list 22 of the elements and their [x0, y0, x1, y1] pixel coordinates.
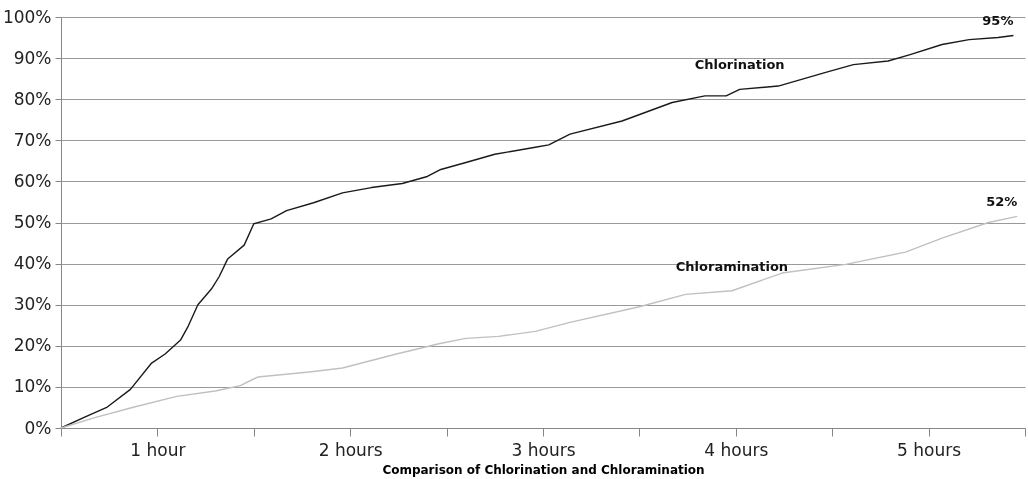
x-tick-label: 5 hours	[897, 439, 962, 460]
annotation: 95%	[982, 13, 1014, 29]
x-tick-label: 3 hours	[511, 439, 576, 460]
series-label: Chloramination	[675, 258, 789, 274]
x-tick-label: 1 hour	[130, 439, 186, 460]
y-tick-label: 60%	[13, 170, 52, 191]
y-tick-label: 70%	[13, 129, 52, 150]
y-tick-label: 40%	[13, 253, 52, 274]
y-tick-label: 80%	[13, 88, 52, 109]
y-tick-label: 30%	[13, 294, 52, 315]
line-series	[60, 215, 1018, 429]
y-tick-label: 0%	[24, 417, 52, 438]
series-label: Chlorination	[694, 57, 785, 73]
y-tick-label: 20%	[13, 335, 52, 356]
x-axis-title: Comparison of Chlorination and Chloramination	[382, 462, 705, 477]
annotation: 52%	[986, 194, 1018, 210]
y-tick-label: 10%	[13, 376, 52, 397]
y-tick-label: 90%	[13, 47, 52, 68]
y-tick-label: 100%	[2, 6, 52, 27]
y-tick-label: 50%	[13, 212, 52, 232]
x-tick-label: 2 hours	[318, 439, 383, 460]
x-tick-label: 4 hours	[704, 439, 769, 460]
